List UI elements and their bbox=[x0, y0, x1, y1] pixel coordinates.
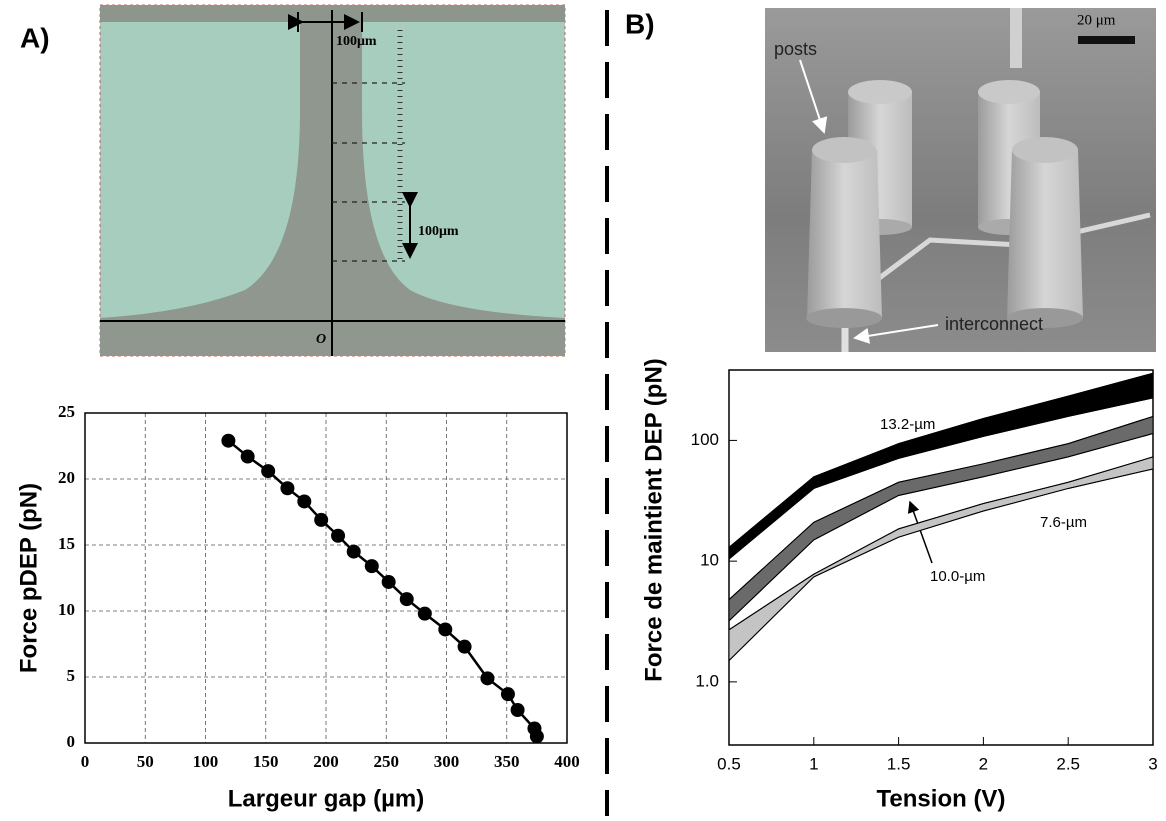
scale-label: 100μm bbox=[418, 224, 459, 239]
y-axis-title: Force pDEP (pN) bbox=[15, 483, 42, 673]
y-tick-label: 20 bbox=[58, 468, 75, 487]
data-point bbox=[417, 606, 432, 621]
data-point bbox=[331, 528, 346, 543]
data-point bbox=[438, 622, 453, 637]
x-tick-label: 400 bbox=[554, 752, 580, 771]
data-point bbox=[261, 464, 276, 479]
series-label: 13.2-µm bbox=[880, 416, 935, 433]
x-tick-label: 1 bbox=[809, 754, 818, 773]
data-point bbox=[280, 481, 295, 496]
plot-frame bbox=[84, 412, 568, 744]
panel-label: B) bbox=[625, 8, 655, 39]
x-tick-label: 0 bbox=[81, 752, 90, 771]
series-label: 10.0-µm bbox=[930, 568, 985, 585]
data-point bbox=[457, 639, 472, 654]
micrograph-a: 100μm 100μm O bbox=[99, 4, 566, 357]
scale-label: 20 μm bbox=[1077, 12, 1116, 28]
x-tick-label: 50 bbox=[137, 752, 154, 771]
x-tick-label: 200 bbox=[313, 752, 339, 771]
image-label: posts bbox=[774, 39, 817, 59]
data-point bbox=[480, 671, 495, 686]
band-upper bbox=[728, 456, 1154, 631]
data-point bbox=[240, 449, 255, 464]
data-point bbox=[399, 592, 414, 607]
y-tick-label: 100 bbox=[691, 430, 719, 449]
y-tick-label: 0 bbox=[67, 732, 76, 751]
y-tick-label: 15 bbox=[58, 534, 75, 553]
x-tick-label: 2.5 bbox=[1056, 754, 1080, 773]
x-tick-label: 3 bbox=[1148, 754, 1157, 773]
y-tick-label: 10 bbox=[700, 551, 719, 570]
panel-label: A) bbox=[20, 22, 50, 53]
x-tick-label: 0.5 bbox=[717, 754, 741, 773]
y-tick-label: 5 bbox=[67, 666, 76, 685]
x-axis-title: Tension (V) bbox=[877, 785, 1006, 812]
band-area bbox=[728, 372, 1154, 561]
data-point bbox=[346, 544, 361, 559]
x-tick-label: 350 bbox=[494, 752, 520, 771]
annotation-arrow bbox=[907, 500, 933, 564]
origin-label: O bbox=[316, 332, 326, 347]
x-tick-label: 100 bbox=[193, 752, 219, 771]
data-line bbox=[227, 439, 539, 737]
data-point bbox=[381, 574, 396, 589]
x-tick-label: 2 bbox=[979, 754, 988, 773]
y-tick-label: 1.0 bbox=[695, 671, 719, 690]
band-lower bbox=[728, 468, 1154, 661]
x-tick-label: 1.5 bbox=[887, 754, 911, 773]
data-point bbox=[529, 729, 544, 744]
band-lower bbox=[728, 433, 1154, 622]
data-point bbox=[297, 494, 312, 509]
series-label: 7.6-µm bbox=[1040, 514, 1087, 531]
data-point bbox=[500, 687, 515, 702]
data-point bbox=[364, 559, 379, 574]
band-upper bbox=[728, 372, 1154, 548]
data-point bbox=[314, 512, 329, 527]
x-tick-label: 250 bbox=[374, 752, 400, 771]
data-point bbox=[221, 433, 236, 448]
scale-label: 100μm bbox=[336, 34, 377, 49]
y-axis-title: Force de maintient DEP (pN) bbox=[640, 358, 667, 682]
x-tick-label: 150 bbox=[253, 752, 279, 771]
micrograph-b: 20 μm posts interconnect bbox=[765, 8, 1156, 352]
y-tick-label: 25 bbox=[58, 402, 75, 421]
image-label: interconnect bbox=[945, 314, 1043, 334]
y-tick-label: 10 bbox=[58, 600, 75, 619]
band-lower bbox=[728, 397, 1154, 560]
data-point bbox=[510, 703, 525, 717]
x-axis-title: Largeur gap (µm) bbox=[228, 785, 425, 812]
x-tick-label: 300 bbox=[434, 752, 460, 771]
band-upper bbox=[728, 415, 1154, 600]
